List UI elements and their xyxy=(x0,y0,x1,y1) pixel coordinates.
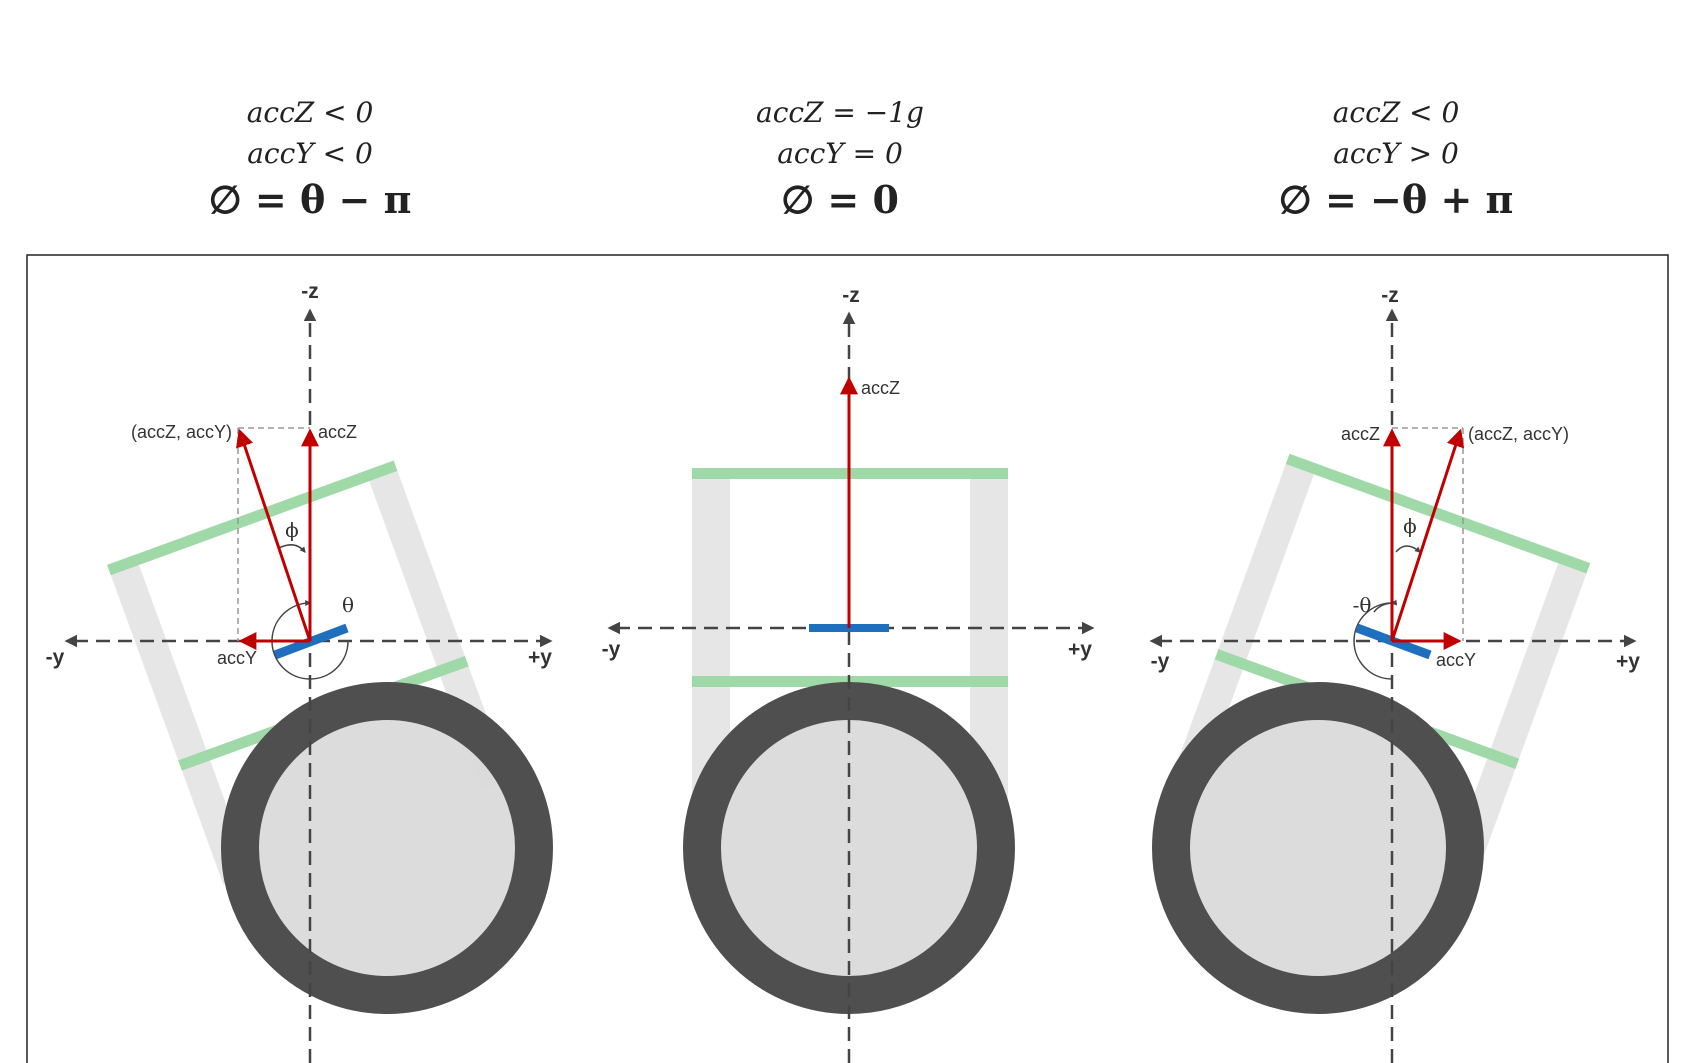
frame-top-bar xyxy=(1285,453,1591,574)
phi-label: ϕ xyxy=(285,518,299,542)
theta-arc xyxy=(271,600,349,680)
accy-label: accY xyxy=(217,648,257,668)
phi-arc xyxy=(1395,545,1421,553)
condition-accy: accY = 0 xyxy=(777,137,903,170)
pos-y-axis-label: +y xyxy=(528,646,552,669)
panel-center-equations: accZ = −1g accY = 0 ∅ = 0 xyxy=(630,92,1050,226)
accz-label: accZ xyxy=(861,378,900,398)
condition-accz: accZ < 0 xyxy=(1332,96,1460,129)
phi-arc xyxy=(278,544,306,553)
resultant-vector xyxy=(1390,428,1465,642)
wheel xyxy=(221,682,553,1014)
panel-right-equations: accZ < 0 accY > 0 ∅ = −θ + π xyxy=(1186,92,1606,226)
condition-accz: accZ < 0 xyxy=(246,96,374,129)
panel-right: -z -y +y (accZ, accY) accZ accY ϕ -θ xyxy=(1149,284,1640,1063)
projection-lines xyxy=(237,427,310,641)
accy-label: accY xyxy=(1436,650,1476,670)
condition-accy: accY > 0 xyxy=(1333,137,1459,170)
theta-label: θ xyxy=(342,593,354,617)
neg-y-axis-label: -y xyxy=(602,638,621,661)
projection-lines xyxy=(1392,427,1464,641)
condition-accz: accZ = −1g xyxy=(756,96,924,129)
accz-label: accZ xyxy=(318,422,357,442)
angle-formula: ∅ = −θ + π xyxy=(1278,177,1514,222)
condition-accy: accY < 0 xyxy=(247,137,373,170)
phi-label: ϕ xyxy=(1403,514,1417,538)
theta-arc xyxy=(1353,602,1393,680)
pos-y-axis-label: +y xyxy=(1616,650,1640,673)
theta-label: -θ xyxy=(1353,593,1372,617)
z-axis-label: -z xyxy=(842,284,860,307)
accz-label: accZ xyxy=(1341,424,1380,444)
resultant-label: (accZ, accY) xyxy=(1468,424,1569,444)
panel-left: -z -y +y (accZ, accY) accZ accY ϕ θ xyxy=(46,280,553,1063)
sensor-bar xyxy=(273,623,349,660)
panel-center: -z -y +y accZ xyxy=(602,284,1095,1063)
resultant-label: (accZ, accY) xyxy=(131,422,232,442)
wheel xyxy=(1152,682,1484,1014)
resultant-vector xyxy=(236,428,312,642)
angle-formula: ∅ = θ − π xyxy=(208,177,412,222)
z-axis-label: -z xyxy=(1381,284,1399,307)
z-axis-label: -z xyxy=(301,280,319,303)
panel-left-equations: accZ < 0 accY < 0 ∅ = θ − π xyxy=(100,92,520,226)
theta-arc-tip xyxy=(1373,599,1398,613)
angle-formula: ∅ = 0 xyxy=(781,177,899,222)
frame-top-bar xyxy=(107,460,398,576)
neg-y-axis-label: -y xyxy=(46,646,65,669)
neg-y-axis-label: -y xyxy=(1151,650,1170,673)
pos-y-axis-label: +y xyxy=(1068,638,1092,661)
